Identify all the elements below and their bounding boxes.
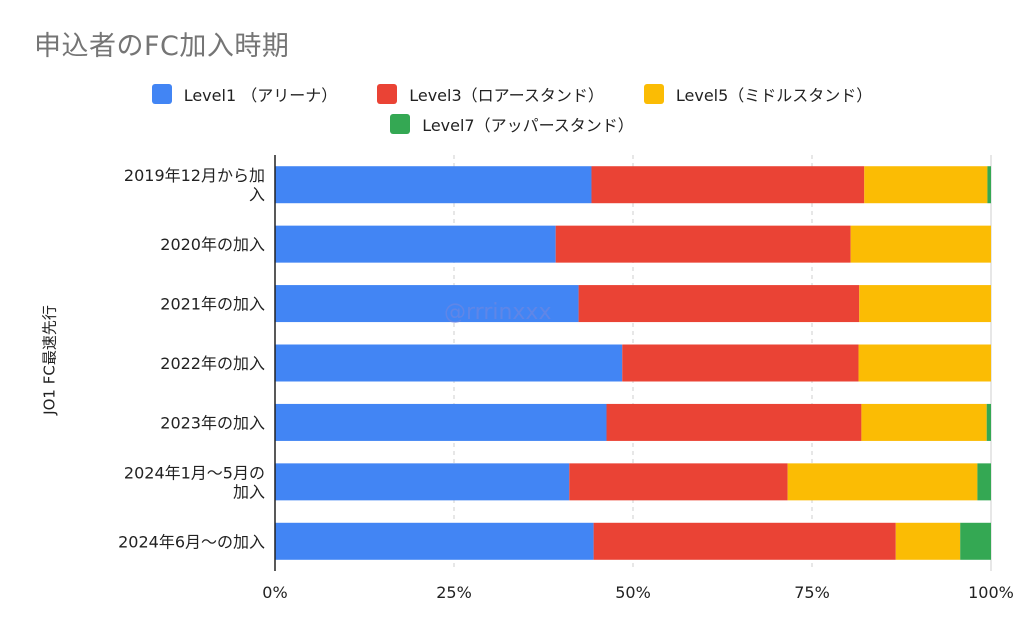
- y-tick-label: 2019年12月から加: [124, 166, 265, 185]
- y-tick-label: 2022年の加入: [160, 354, 265, 373]
- x-tick-label: 75%: [794, 583, 830, 602]
- legend-item-level3[interactable]: Level3（ロアースタンド）: [377, 82, 604, 106]
- legend-label: Level3（ロアースタンド）: [409, 86, 604, 105]
- bar-segment-2-3: [578, 285, 860, 323]
- y-tick-label: 加入: [233, 482, 265, 501]
- bar-segment-3-6: [787, 463, 978, 501]
- bar-segment-3-1: [864, 166, 988, 204]
- bar-segment-2-5: [606, 403, 862, 441]
- bar-segment-1-1: [275, 166, 592, 204]
- bar-segment-1-2: [275, 225, 556, 263]
- y-tick-label: 2024年6月〜の加入: [118, 532, 265, 551]
- bar-segment-2-7: [593, 522, 896, 560]
- bar-segment-4-6: [977, 463, 991, 501]
- bar-segment-4-5: [986, 403, 991, 441]
- legend-label: Level5（ミドルスタンド）: [675, 86, 873, 105]
- bar-segment-2-1: [591, 166, 865, 204]
- legend-label: Level1 （アリーナ）: [183, 86, 338, 105]
- bar-segment-2-6: [569, 463, 788, 501]
- legend-swatch: [377, 84, 398, 104]
- bar-segment-2-2: [555, 225, 851, 263]
- y-tick-label: 2023年の加入: [160, 413, 265, 432]
- y-tick-label: 2021年の加入: [160, 295, 265, 314]
- y-tick-label: 2024年1月〜5月の: [124, 463, 265, 482]
- x-tick-label: 0%: [262, 583, 287, 602]
- x-tick-label: 50%: [615, 583, 651, 602]
- legend-row: Level7（アッパースタンド）: [0, 112, 1024, 136]
- x-tick-label: 25%: [436, 583, 472, 602]
- legend-swatch: [643, 84, 664, 104]
- y-tick-label: 2020年の加入: [160, 235, 265, 254]
- chart-title: 申込者のFC加入時期: [34, 31, 290, 62]
- legend-label: Level7（アッパースタンド）: [422, 116, 634, 135]
- legend-item-level7[interactable]: Level7（アッパースタンド）: [390, 112, 634, 136]
- legend-item-level5[interactable]: Level5（ミドルスタンド）: [643, 82, 873, 106]
- y-tick-label: 入: [249, 185, 265, 204]
- bar-segment-1-7: [275, 522, 594, 560]
- bar-segment-3-2: [850, 225, 991, 263]
- legend-row: Level1 （アリーナ） Level3（ロアースタンド） Level5（ミドル…: [0, 82, 1024, 106]
- legend-swatch: [151, 84, 172, 104]
- bar-segment-3-5: [861, 403, 987, 441]
- x-tick-label: 100%: [968, 583, 1014, 602]
- bar-segment-2-4: [622, 344, 859, 382]
- bar-segment-3-3: [859, 285, 991, 323]
- legend-swatch: [390, 114, 411, 134]
- bar-segment-3-4: [858, 344, 991, 382]
- legend-item-level1[interactable]: Level1 （アリーナ）: [151, 82, 338, 106]
- bar-segment-1-4: [275, 344, 623, 382]
- bar-segment-3-7: [895, 522, 961, 560]
- bar-segment-1-6: [275, 463, 570, 501]
- watermark: @rrrinxxx: [444, 300, 552, 325]
- bar-segment-4-7: [960, 522, 991, 560]
- bar-segment-1-3: [275, 285, 579, 323]
- legend: Level1 （アリーナ） Level3（ロアースタンド） Level5（ミドル…: [0, 82, 1024, 138]
- bar-segment-1-5: [275, 403, 607, 441]
- bar-segment-4-1: [987, 166, 991, 204]
